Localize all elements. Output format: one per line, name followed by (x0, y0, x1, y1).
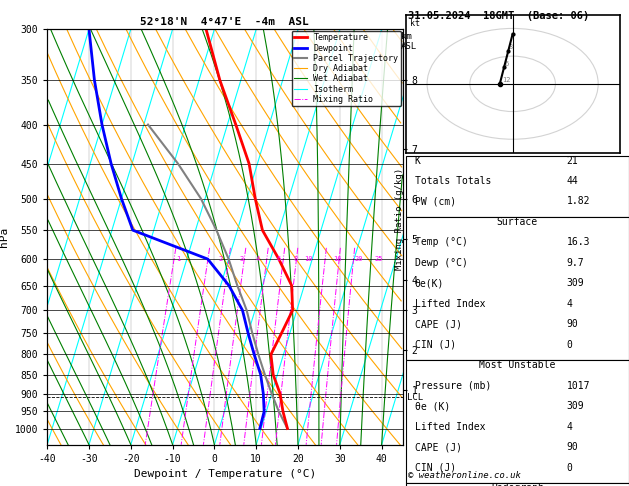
Bar (406, 156, 629, 217)
Text: CIN (J): CIN (J) (415, 463, 456, 473)
Legend: Temperature, Dewpoint, Parcel Trajectory, Dry Adiabat, Wet Adiabat, Isotherm, Mi: Temperature, Dewpoint, Parcel Trajectory… (292, 31, 401, 106)
Text: Temp (°C): Temp (°C) (415, 238, 467, 247)
Text: 9.7: 9.7 (567, 258, 584, 268)
Bar (406, 217, 629, 361)
Text: km
ASL: km ASL (401, 32, 418, 51)
Text: 44: 44 (567, 176, 578, 186)
Text: 6: 6 (504, 61, 508, 67)
Text: θe (K): θe (K) (415, 401, 450, 411)
Text: 16: 16 (333, 256, 342, 262)
Text: 1: 1 (176, 256, 181, 262)
Text: 10: 10 (304, 256, 313, 262)
Text: 16.3: 16.3 (567, 238, 590, 247)
Text: 309: 309 (567, 401, 584, 411)
Text: PW (cm): PW (cm) (415, 196, 456, 207)
Text: Lifted Index: Lifted Index (415, 299, 485, 309)
Text: Lifted Index: Lifted Index (415, 422, 485, 432)
Text: 0: 0 (567, 463, 572, 473)
Text: 31.05.2024  18GMT  (Base: 06): 31.05.2024 18GMT (Base: 06) (408, 11, 589, 21)
X-axis label: Dewpoint / Temperature (°C): Dewpoint / Temperature (°C) (134, 469, 316, 479)
Text: kt: kt (410, 18, 420, 28)
Text: K: K (415, 156, 421, 166)
Text: Dewp (°C): Dewp (°C) (415, 258, 467, 268)
Text: 6: 6 (277, 256, 281, 262)
Text: CIN (J): CIN (J) (415, 340, 456, 350)
Text: 90: 90 (567, 442, 578, 452)
Bar (406, 484, 629, 486)
Text: 4: 4 (567, 422, 572, 432)
Text: © weatheronline.co.uk: © weatheronline.co.uk (408, 471, 520, 480)
Text: CAPE (J): CAPE (J) (415, 319, 462, 330)
Text: Most Unstable: Most Unstable (479, 361, 555, 370)
Text: 4: 4 (567, 299, 572, 309)
Text: 1017: 1017 (567, 381, 590, 391)
Text: 20: 20 (354, 256, 362, 262)
Title: 52°18'N  4°47'E  -4m  ASL: 52°18'N 4°47'E -4m ASL (140, 17, 309, 27)
Text: Pressure (mb): Pressure (mb) (415, 381, 491, 391)
Text: LCL: LCL (407, 393, 423, 402)
Text: 25: 25 (375, 256, 384, 262)
Y-axis label: hPa: hPa (0, 227, 9, 247)
Text: 3: 3 (508, 44, 513, 50)
Text: 3: 3 (239, 256, 243, 262)
Text: 8: 8 (293, 256, 298, 262)
Text: Hodograph: Hodograph (491, 484, 544, 486)
Text: 2: 2 (218, 256, 223, 262)
Text: 1.82: 1.82 (567, 196, 590, 207)
Text: 90: 90 (567, 319, 578, 330)
Text: CAPE (J): CAPE (J) (415, 442, 462, 452)
Text: Mixing Ratio (g/kg): Mixing Ratio (g/kg) (395, 168, 404, 270)
Text: 12: 12 (502, 77, 511, 84)
Text: 21: 21 (567, 156, 578, 166)
Text: 4: 4 (256, 256, 260, 262)
Text: 309: 309 (567, 278, 584, 289)
Text: Surface: Surface (497, 217, 538, 227)
Bar (406, 361, 629, 484)
Text: Totals Totals: Totals Totals (415, 176, 491, 186)
Text: 0: 0 (567, 340, 572, 350)
Text: θe(K): θe(K) (415, 278, 444, 289)
